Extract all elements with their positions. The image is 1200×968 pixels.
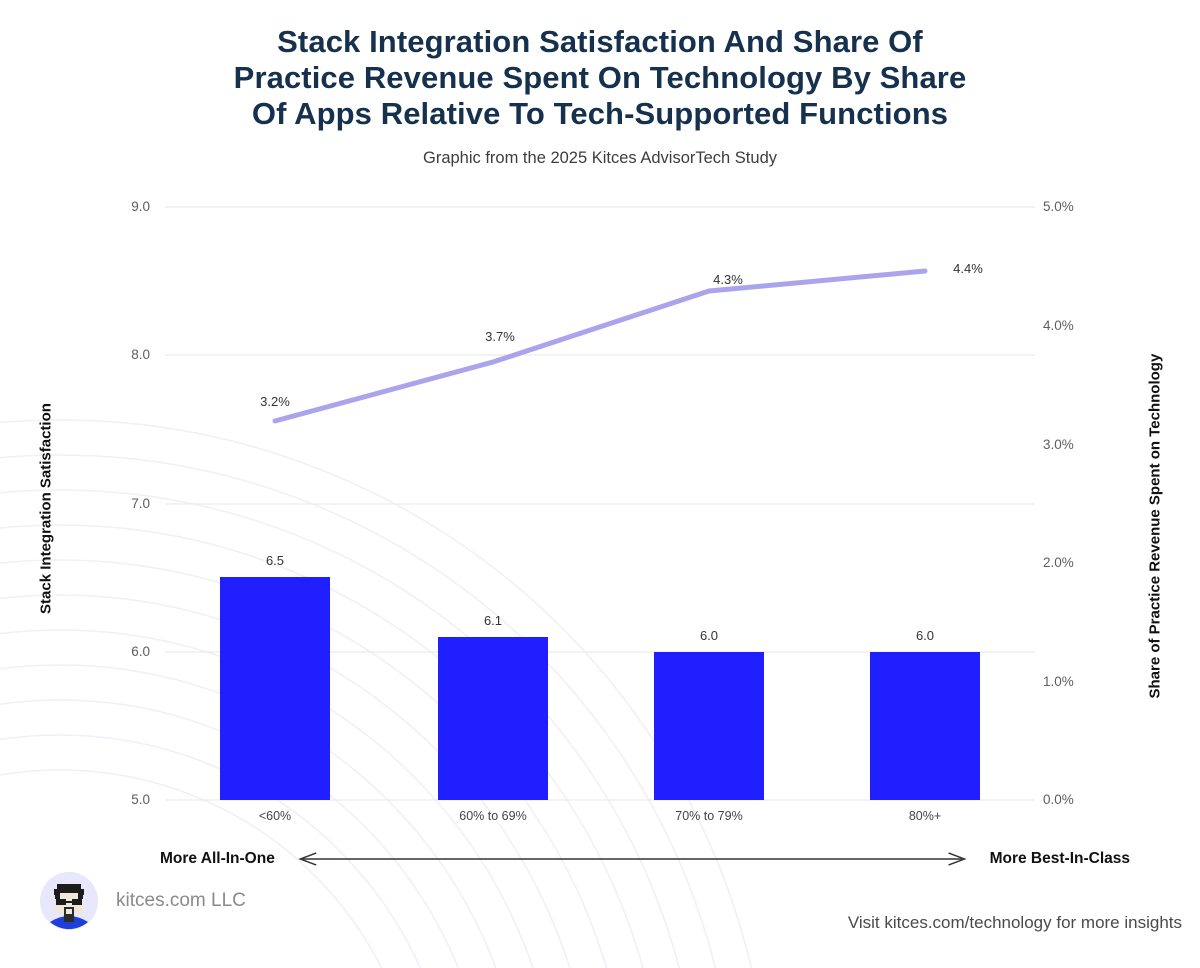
bar-value-70-to-79: 6.0 (699, 628, 719, 643)
line-series-share-of-revenue (272, 268, 928, 424)
x-category-60-to-69: 60% to 69% (459, 809, 527, 823)
bar-value-lt60: 6.5 (265, 553, 285, 568)
bar-60-to-69 (438, 637, 548, 800)
y-left-tick-6: 6.0 (131, 644, 150, 659)
visit-link-text: Visit kitces.com/technology for more ins… (847, 913, 1182, 932)
line-value-60-to-69: 3.7% (485, 329, 515, 344)
x-category-lt60: <60% (258, 809, 292, 823)
axis-direction-annotation: More All-In-One More Best-In-Class (160, 845, 1130, 873)
y-axis-right-title: Share of Practice Revenue Spent on Techn… (1146, 353, 1164, 699)
annotation-left-label: More All-In-One (160, 850, 275, 867)
y-left-tick-7: 7.0 (131, 496, 150, 511)
title-line-2: Practice Revenue Spent On Technology By … (233, 60, 967, 95)
title-line-1: Stack Integration Satisfaction And Share… (277, 24, 923, 59)
line-value-lt60: 3.2% (260, 394, 290, 409)
y-right-tick-5: 5.0% (1043, 199, 1074, 214)
bar-value-80-plus: 6.0 (915, 628, 935, 643)
annotation-right-label: More Best-In-Class (989, 850, 1130, 867)
page-title: Stack Integration Satisfaction And Share… (0, 0, 1200, 132)
chart-header: Stack Integration Satisfaction And Share… (0, 0, 1200, 168)
line-value-80-plus: 4.4% (953, 261, 983, 276)
y-axis-left-title: Stack Integration Satisfaction (37, 403, 55, 614)
double-headed-arrow-icon (298, 852, 967, 866)
bar-70-to-79 (654, 652, 764, 800)
x-category-70-to-79: 70% to 79% (675, 809, 743, 823)
bar-80-plus (870, 652, 980, 800)
y-right-tick-3: 3.0% (1043, 437, 1074, 452)
y-right-tick-1: 1.0% (1043, 674, 1074, 689)
brand-label: kitces.com LLC (116, 890, 246, 911)
bar-value-60-to-69: 6.1 (483, 613, 503, 628)
y-left-tick-9: 9.0 (131, 199, 150, 214)
y-right-tick-4: 4.0% (1043, 318, 1074, 333)
title-line-3: Of Apps Relative To Tech-Supported Funct… (251, 96, 949, 131)
line-value-70-to-79: 4.3% (713, 272, 743, 287)
bar-lt60 (220, 577, 330, 800)
brand-footer: kitces.com LLC (40, 872, 246, 930)
y-left-tick-5: 5.0 (131, 792, 150, 807)
x-category-80-plus: 80%+ (908, 809, 942, 823)
chart-subtitle: Graphic from the 2025 Kitces AdvisorTech… (422, 149, 777, 167)
y-right-tick-2: 2.0% (1043, 555, 1074, 570)
y-right-tick-0: 0.0% (1043, 792, 1074, 807)
avatar-pixel-portrait-icon (40, 872, 98, 930)
y-left-tick-8: 8.0 (131, 347, 150, 362)
